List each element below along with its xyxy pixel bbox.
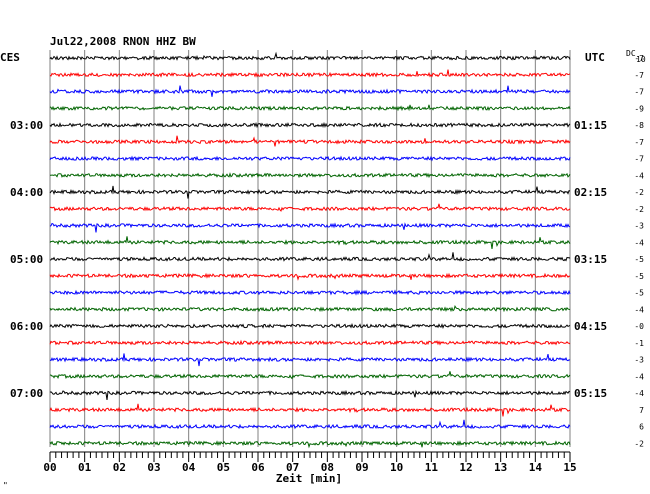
dc-offset-label: 6 [639,423,644,432]
x-tick-label: 00 [43,461,56,474]
seismic-trace [49,135,571,147]
left-hour-label: 05:00 [10,253,43,266]
seismic-trace [49,389,571,400]
dc-offset-label: -4 [634,372,644,381]
x-tick-label: 08 [321,461,334,474]
left-hour-label: 03:00 [10,119,43,132]
dc-offset-label: -2 [634,188,644,197]
seismic-trace [49,403,571,417]
minute-gridlines [49,50,571,447]
x-tick-label: 10 [390,461,403,474]
x-tick-label: 04 [182,461,196,474]
seismic-trace [49,104,571,112]
dc-offset-label: -2 [634,439,644,448]
dc-offset-label: -0 [634,322,644,331]
x-tick-label: 11 [425,461,439,474]
left-hour-label: 04:00 [10,186,43,199]
right-timezone-label: UTC [585,51,605,64]
x-tick-label: 06 [251,461,265,474]
dc-header: DC [626,49,636,58]
x-tick-label: 01 [78,461,92,474]
dc-offset-label: -2 [634,205,644,214]
dc-offset-label: -4 [634,238,644,247]
x-tick-label: 03 [147,461,160,474]
right-hour-labels: 01:15 02:15 03:15 04:15 05:15 [574,119,607,400]
x-tick-label: 12 [459,461,472,474]
left-hour-label: 07:00 [10,387,43,400]
seismic-trace [49,85,571,97]
seismic-trace [49,272,571,281]
dc-offset-label: -7 [634,71,644,80]
left-hour-labels: 03:00 04:00 05:00 06:00 07:00 [10,119,43,400]
x-tick-label: 14 [529,461,543,474]
dc-offset-label: -4 [634,171,644,180]
x-axis: 00 01 02 03 04 05 06 07 08 09 10 11 12 13 14 15 [43,451,577,474]
seismic-trace [49,155,571,162]
seismic-trace [49,323,571,329]
seismic-trace [49,222,571,233]
x-tick-label: 07 [286,461,299,474]
dc-offset-label: -5 [634,289,644,298]
seismic-trace [49,203,571,212]
dc-offset-label: -7 [634,54,644,63]
footer-mark: " [3,481,8,490]
dc-offset-label: -3 [634,356,644,365]
seismic-trace [49,440,571,449]
x-tick-label: 15 [563,461,576,474]
left-hour-label: 06:00 [10,320,43,333]
seismic-trace [49,371,571,380]
x-axis-label: Zeit [min] [276,472,342,485]
dc-offset-label: -5 [634,255,644,264]
x-tick-label: 02 [113,461,126,474]
x-tick-label: 09 [355,461,368,474]
dc-offset-label: -4 [634,389,644,398]
dc-offset-label: -7 [634,155,644,164]
dc-offset-label: -5 [634,272,644,281]
right-hour-label: 02:15 [574,186,607,199]
seismic-trace [49,51,571,61]
left-timezone-label: CES [0,51,20,64]
seismic-trace [49,419,571,430]
dc-offset-label: -4 [634,305,644,314]
seismic-trace [49,185,571,199]
seismic-trace [49,69,571,78]
seismic-trace [49,289,571,296]
right-hour-label: 01:15 [574,119,607,132]
dc-offset-labels: -7 -7 -7 -9 -8 -7 -7 -4 -2 -2 -3 -4 -5 -5 -5 -4 -0 -1 -3 -4… [634,54,644,448]
dc-offset-label: -3 [634,222,644,231]
dc-offset-label: -9 [634,104,644,113]
seismic-trace [49,339,571,346]
seismic-trace [49,252,571,262]
dc-offset-label: -8 [634,121,644,130]
trace-group [49,51,571,449]
seismic-trace [49,121,571,129]
chart-title: Jul22,2008 RNON HHZ BW [50,35,196,48]
dc-offset-label: -1 [634,339,644,348]
seismic-trace [49,304,571,313]
right-hour-label: 04:15 [574,320,607,333]
seismic-trace [49,236,571,249]
dc-offset-label: -7 [634,88,644,97]
dc-header-sub: 10 [636,55,646,64]
dc-offset-label: -7 [634,138,644,147]
right-hour-label: 03:15 [574,253,607,266]
x-tick-label: 13 [494,461,507,474]
x-tick-label: 05 [217,461,230,474]
dc-offset-label: 7 [639,406,644,415]
right-hour-label: 05:15 [574,387,607,400]
seismic-trace [50,172,571,179]
seismic-trace [49,353,571,367]
